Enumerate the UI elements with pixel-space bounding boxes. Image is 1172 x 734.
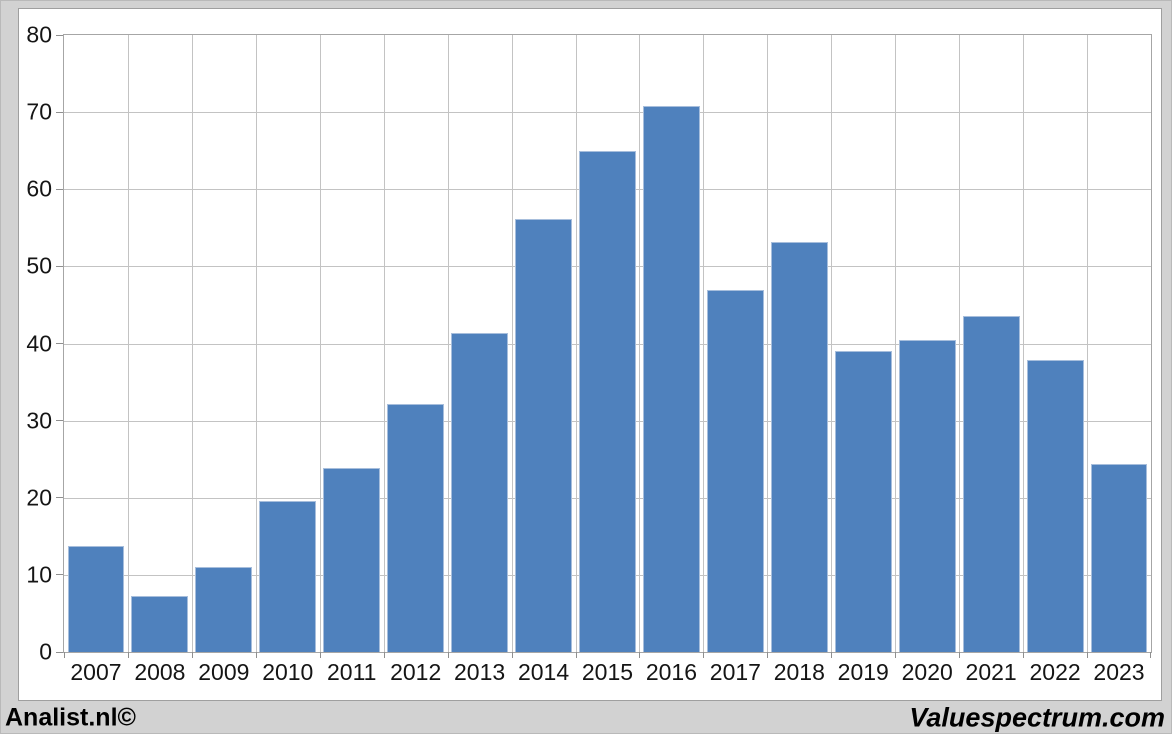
x-tick — [447, 652, 449, 658]
y-tick — [56, 343, 63, 344]
x-tick-label: 2014 — [517, 659, 570, 685]
x-tick — [767, 652, 769, 658]
x-gridline — [703, 35, 705, 652]
x-gridline — [191, 35, 193, 652]
x-tick-label: 2015 — [581, 659, 634, 685]
x-gridline — [511, 35, 513, 652]
plot-area: 0 10 20 30 40 50 60 70 80 2007 2008 2009 2010 2011 201… — [26, 23, 1152, 684]
y-tick — [56, 574, 63, 576]
x-tick — [703, 652, 705, 658]
x-gridline — [767, 35, 769, 652]
x-tick-label: 2017 — [709, 659, 761, 685]
x-gridline — [639, 35, 641, 652]
y-tick — [56, 111, 63, 113]
bar-2018 — [770, 242, 828, 652]
x-tick — [639, 652, 641, 658]
bar-2022 — [1026, 359, 1084, 652]
x-tick-label: 2011 — [326, 659, 377, 685]
x-tick — [575, 652, 577, 658]
bar-2008 — [131, 595, 189, 652]
x-tick-label: 2008 — [134, 659, 186, 685]
x-tick — [895, 652, 897, 658]
bar-2015 — [579, 150, 636, 652]
x-tick-label: 2013 — [454, 659, 506, 685]
x-gridline — [319, 35, 321, 652]
y-tick — [56, 188, 63, 190]
bar-2020 — [898, 340, 956, 652]
x-gridline — [575, 35, 577, 652]
brand-analist: Analist.nl© — [5, 703, 136, 731]
y-tick — [56, 265, 63, 267]
x-tick-label: 2019 — [837, 659, 889, 685]
x-tick — [831, 652, 833, 658]
x-gridline — [447, 35, 449, 652]
x-tick — [1087, 652, 1089, 658]
x-tick-label: 2018 — [773, 659, 825, 685]
y-tick-label: 10 — [26, 561, 52, 588]
x-tick-label: 2009 — [198, 659, 250, 685]
x-tick — [1023, 652, 1025, 658]
bar-2014 — [515, 219, 572, 652]
x-tick-label: 2012 — [390, 659, 442, 685]
y-tick-label: 60 — [26, 175, 52, 202]
x-tick — [64, 652, 65, 658]
y-tick — [56, 420, 63, 422]
x-tick — [1150, 652, 1151, 658]
x-tick — [959, 652, 961, 658]
x-tick — [127, 652, 129, 658]
x-tick — [255, 652, 257, 658]
x-tick — [319, 652, 321, 658]
y-tick — [56, 34, 63, 36]
x-tick — [191, 652, 193, 658]
x-tick-label: 2023 — [1093, 659, 1145, 685]
x-gridline — [1087, 35, 1089, 652]
bar-2007 — [67, 546, 125, 652]
chart-panel: 0 10 20 30 40 50 60 70 80 2007 2008 2009 2010 2011 201… — [18, 8, 1162, 701]
x-tick-label: 2016 — [645, 659, 698, 685]
x-tick — [511, 652, 513, 658]
y-tick-label: 80 — [26, 21, 52, 48]
bar-2011 — [323, 467, 381, 652]
x-tick-label: 2021 — [965, 659, 1017, 685]
y-tick-label: 0 — [39, 638, 52, 665]
x-gridline — [383, 35, 385, 652]
bar-2016 — [642, 105, 700, 652]
bar-2017 — [706, 290, 764, 652]
bar-2010 — [259, 500, 317, 652]
x-tick-label: 2010 — [262, 659, 314, 685]
x-gridline — [255, 35, 257, 652]
bar-2012 — [387, 404, 445, 652]
x-gridline — [831, 35, 833, 652]
x-tick-label: 2022 — [1029, 659, 1081, 685]
footer-strip: Analist.nl© Valuespectrum.com — [0, 701, 1172, 734]
bar-2021 — [962, 315, 1020, 652]
x-tick — [383, 652, 385, 658]
y-gridline — [64, 112, 1151, 114]
y-tick-label: 70 — [26, 98, 52, 125]
y-tick — [56, 497, 63, 499]
x-gridline — [895, 35, 897, 652]
y-tick-label: 40 — [26, 330, 52, 356]
bar-2019 — [834, 351, 892, 652]
x-gridline — [127, 35, 129, 652]
y-tick-label: 50 — [26, 252, 52, 279]
y-tick-label: 20 — [26, 484, 52, 511]
x-gridline — [959, 35, 961, 652]
y-tick-label: 30 — [26, 407, 52, 434]
brand-valuespectrum: Valuespectrum.com — [909, 702, 1165, 732]
y-tick — [56, 651, 63, 653]
bar-2009 — [195, 567, 253, 652]
x-tick-label: 2020 — [901, 659, 953, 685]
bar-2013 — [451, 332, 509, 652]
x-gridline — [1023, 35, 1025, 652]
bar-2023 — [1090, 463, 1148, 652]
x-tick-label: 2007 — [70, 659, 122, 685]
